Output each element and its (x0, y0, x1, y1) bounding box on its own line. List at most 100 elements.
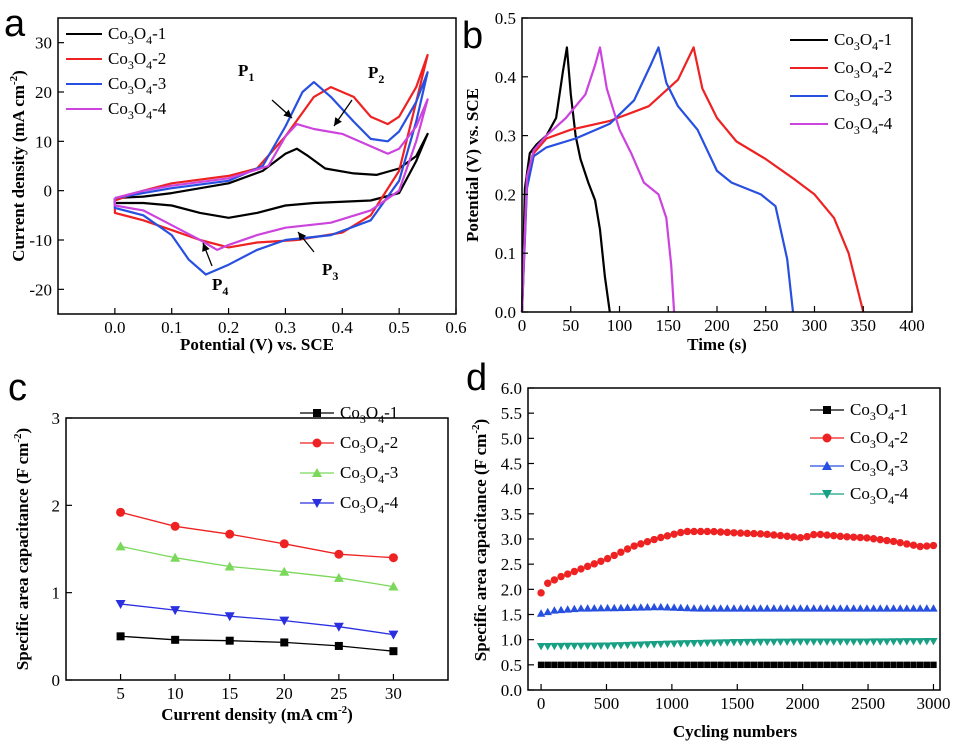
panel-b-ytick-label: 0.5 (495, 9, 516, 28)
panel-a-xtick-label: 0.6 (445, 318, 466, 337)
panel-d-data-point (696, 604, 705, 612)
panel-b-ytick-label: 0.3 (495, 127, 516, 146)
panel-d-data-point (577, 661, 585, 669)
panel-d-data-point (744, 661, 751, 669)
panel-letter-a: a (4, 3, 26, 45)
panel-c-data-point (170, 521, 180, 531)
panel-d-data-point (749, 638, 759, 647)
panel-d-legend-label: Co3O4-4 (850, 484, 909, 507)
panel-d-data-point (617, 661, 625, 669)
panel-d-data-point (877, 661, 884, 669)
panel-c-data-point (115, 541, 126, 551)
panel-d-data-point (802, 604, 812, 612)
panel-a-series-line (113, 71, 429, 276)
panel-a-series-line (113, 53, 429, 249)
panel-d-data-point (782, 604, 792, 612)
panel-d-data-point (770, 661, 778, 669)
panel-a-annotation: P1 (238, 61, 254, 84)
panel-c-ytick-label: 1 (52, 584, 61, 603)
panel-d-data-point (704, 661, 711, 669)
panel-d-data-point (903, 540, 911, 548)
panel-a-xtick-label: 0.0 (104, 318, 125, 337)
panel-d-data-point (916, 542, 924, 551)
panel-d-data-point (902, 604, 912, 612)
panel-c-data-point (389, 647, 398, 656)
panel-c-xtick-label: 15 (221, 684, 238, 703)
panel-c-series-line (120, 511, 394, 559)
panel-d-data-point (663, 532, 672, 540)
panel-d: d 0 500 1000 1500 2000 2500 3000 0.0 0.5 1.0 1.5 2.… (466, 357, 950, 741)
panel-a-ytick-label: -20 (29, 280, 52, 299)
panel-d-xtick-label: 1000 (655, 694, 689, 713)
panel-c-data-point (388, 581, 399, 591)
panel-d-data-point (710, 527, 718, 536)
panel-b-legend-label: Co3O4-2 (834, 58, 892, 81)
panel-d-data-point (710, 661, 718, 669)
panel-d-xtick-label: 1500 (720, 694, 754, 713)
panel-c-xlabel: Current density (mA cm-2) (161, 704, 353, 724)
panel-d-data-point (923, 661, 931, 669)
panel-d-data-point (703, 527, 712, 536)
panel-d-data-point (723, 604, 732, 612)
panel-d-data-point (736, 604, 745, 612)
panel-d-ytick-label: 0.5 (501, 656, 522, 675)
panel-d-data-point (550, 606, 559, 614)
panel-d-data-point (790, 533, 798, 541)
panel-b-series-line (520, 46, 865, 313)
panel-d-data-point (663, 640, 672, 649)
panel-a-legend-label: Co3O4-1 (108, 24, 166, 47)
panel-d-data-point (624, 661, 631, 669)
panel-d-data-point (883, 661, 891, 669)
panel-a-legend-label: Co3O4-2 (108, 49, 166, 72)
panel-a-ytick-label: 30 (35, 34, 52, 53)
panel-d-data-point (563, 570, 572, 578)
panel-d-data-point (770, 531, 778, 539)
panel-a-legend-label: Co3O4-3 (108, 74, 166, 97)
panel-c-data-point (334, 549, 344, 559)
panel-d-data-point (716, 639, 725, 647)
panel-d-legend-marker (822, 490, 832, 499)
panel-d-ticks: 0 500 1000 1500 2000 2500 3000 0.0 0.5 1.0 1.5 2.0 2… (501, 379, 951, 713)
panel-b-xtick-label: 100 (607, 316, 633, 335)
panel-d-ytick-label: 1.0 (501, 631, 522, 650)
panel-d-data-point (676, 640, 685, 648)
panel-c-series-line (120, 635, 394, 652)
panel-d-data-point (564, 661, 571, 669)
panel-c-ytick-label: 3 (52, 409, 61, 428)
panel-b-legend-label: Co3O4-1 (834, 30, 892, 53)
panel-d-data-point (610, 603, 619, 612)
panel-d-data-point (909, 604, 918, 612)
panel-d-data-point (729, 639, 739, 647)
panel-a-arrowhead (298, 232, 307, 241)
panel-d-data-point (837, 661, 844, 669)
panel-d-data-point (923, 542, 931, 550)
panel-a-xtick-label: 0.2 (218, 318, 239, 337)
panel-d-data-point (843, 661, 851, 669)
panel-d-ytick-label: 2.0 (501, 580, 522, 599)
panel-c-xtick-label: 10 (167, 684, 184, 703)
panel-c-series (115, 507, 399, 656)
panel-d-data-point (910, 661, 917, 669)
panel-a-xtick-label: 0.5 (389, 318, 410, 337)
panel-d-data-point (909, 638, 918, 646)
panel-d-data-point (916, 661, 924, 669)
panel-d-data-point (536, 609, 546, 617)
panel-d-xtick-label: 500 (594, 694, 620, 713)
panel-d-data-point (576, 604, 586, 612)
panel-c-data-point (334, 641, 343, 650)
panel-b-xtick-label: 250 (753, 316, 779, 335)
panel-d-legend-marker (823, 406, 831, 414)
panel-d-data-point (882, 638, 892, 646)
panel-d-data-point (789, 604, 798, 612)
panel-d-data-point (789, 638, 798, 646)
panel-c-data-point (225, 529, 235, 539)
panel-d-data-point (703, 639, 712, 648)
panel-d-data-point (617, 548, 625, 556)
panel-c-data-point (333, 622, 344, 632)
panel-b-ticks: 0 50 100 150 200 250 300 350 400 0.0 0.1 0.2 0.3 0.4 0… (495, 9, 925, 335)
panel-d-data-point (856, 604, 865, 612)
panel-d-data-point (629, 603, 639, 611)
panel-a-series (113, 53, 429, 276)
panel-letter-d: d (466, 357, 487, 399)
